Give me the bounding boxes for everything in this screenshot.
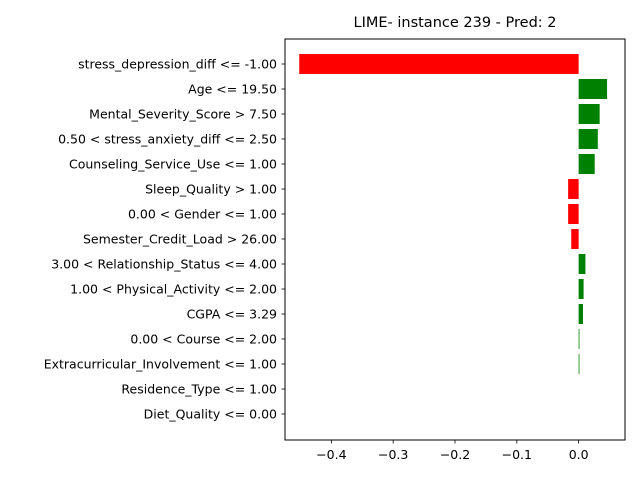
bar-5 <box>568 179 579 199</box>
y-tick-label-14: Diet_Quality <= 0.00 <box>144 407 277 422</box>
y-tick-label-2: Mental_Severity_Score > 7.50 <box>89 107 277 122</box>
bar-4 <box>578 154 595 174</box>
x-tick-label-1: −0.3 <box>378 447 408 462</box>
bar-8 <box>578 254 586 274</box>
chart-title: LIME- instance 239 - Pred: 2 <box>353 15 556 31</box>
x-tick-label-0: −0.4 <box>316 447 346 462</box>
bar-0 <box>299 54 579 74</box>
bar-6 <box>568 204 579 224</box>
bars-layer <box>299 54 608 374</box>
bar-1 <box>578 79 608 99</box>
y-tick-label-12: Extracurricular_Involvement <= 1.00 <box>44 357 277 372</box>
bar-3 <box>578 129 598 149</box>
y-tick-label-3: 0.50 < stress_anxiety_diff <= 2.50 <box>58 132 277 147</box>
y-tick-label-4: Counseling_Service_Use <= 1.00 <box>69 157 277 172</box>
x-tick-label-4: 0.0 <box>569 447 589 462</box>
bar-9 <box>578 279 584 299</box>
y-tick-label-9: 1.00 < Physical_Activity <= 2.00 <box>70 282 277 297</box>
y-tick-label-6: 0.00 < Gender <= 1.00 <box>128 207 277 222</box>
y-tick-label-1: Age <= 19.50 <box>188 82 277 97</box>
x-tick-label-3: −0.1 <box>502 447 532 462</box>
y-tick-label-10: CGPA <= 3.29 <box>187 307 277 322</box>
y-tick-label-13: Residence_Type <= 1.00 <box>121 382 277 397</box>
y-tick-labels: stress_depression_diff <= -1.00 Age <= 19… <box>44 57 285 422</box>
x-tick-label-2: −0.2 <box>440 447 470 462</box>
y-tick-label-11: 0.00 < Course <= 2.00 <box>130 332 277 347</box>
bar-12 <box>578 354 580 374</box>
y-tick-label-8: 3.00 < Relationship_Status <= 4.00 <box>51 257 277 272</box>
bar-2 <box>578 104 600 124</box>
y-tick-label-5: Sleep_Quality > 1.00 <box>145 182 277 197</box>
x-tick-labels: −0.4 −0.3 −0.2 −0.1 0.0 <box>316 440 589 462</box>
bar-7 <box>571 229 579 249</box>
y-tick-label-0: stress_depression_diff <= -1.00 <box>78 57 277 72</box>
y-tick-label-7: Semester_Credit_Load > 26.00 <box>83 232 277 247</box>
bar-11 <box>578 329 580 349</box>
bar-10 <box>578 304 583 324</box>
